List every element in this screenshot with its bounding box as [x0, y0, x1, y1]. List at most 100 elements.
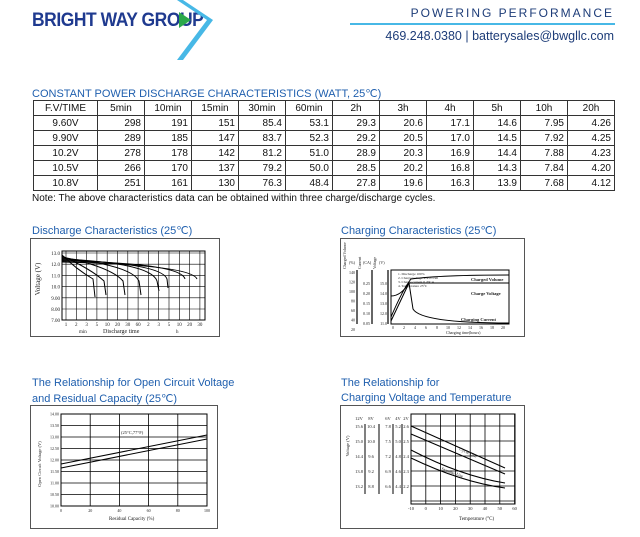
y-axis-label: Voltage (V) — [345, 435, 350, 457]
pct-tick: 60 — [351, 308, 355, 313]
voltage-tick: 5.0 — [395, 439, 401, 444]
chart-note: 3. Charge current 0.20CA — [398, 280, 435, 284]
table-cell: 7.68 — [520, 175, 568, 191]
contact-info: 469.248.0380 | batterysales@bwgllc.com — [385, 29, 614, 43]
x-tick: 12 — [457, 325, 461, 330]
x-tick: 18 — [490, 325, 494, 330]
table-note: Note: The above characteristics data can… — [32, 193, 436, 204]
table-cell: 14.6 — [473, 115, 521, 131]
voltage-tick: 14.4 — [355, 454, 364, 459]
x-tick: 60 — [136, 323, 142, 328]
y-tick: 11.0 — [51, 274, 60, 279]
charging-chart: Charged Volume Current Voltage (%) (CA) … — [340, 238, 525, 337]
y-tick: 9.00 — [51, 297, 60, 302]
x-tick: 30 — [468, 506, 473, 511]
table-cell: 10.8V — [33, 175, 98, 191]
ca-tick: 0.25 — [363, 281, 370, 286]
voltage-tick: 6.9 — [385, 469, 391, 474]
table-cell: 178 — [144, 145, 192, 161]
x-tick: 0 — [60, 508, 62, 513]
column-header: 3h — [379, 100, 427, 116]
series-label: Charged Volume — [471, 277, 503, 282]
table-cell: 14.3 — [473, 160, 521, 176]
table-cell: 20.5 — [379, 130, 427, 146]
voltage-tick: 15.6 — [355, 424, 364, 429]
ca-tick: 0.10 — [363, 311, 370, 316]
table-cell: 27.8 — [332, 175, 380, 191]
table-cell: 29.3 — [332, 115, 380, 131]
x-tick: 0 — [392, 325, 394, 330]
table-cell: 10.2V — [33, 145, 98, 161]
x-tick: 16 — [479, 325, 483, 330]
x-tick: 3 — [157, 323, 160, 328]
ocv-chart-title-1: The Relationship for Open Circuit Voltag… — [32, 377, 235, 389]
tagline: POWERING PERFORMANCE — [410, 6, 614, 20]
table-cell: 161 — [144, 175, 192, 191]
table-cell: 9.90V — [33, 130, 98, 146]
voltage-tick: 13.2 — [355, 484, 363, 489]
y-tick: 14.00 — [50, 412, 59, 417]
y-tick: 13.00 — [50, 435, 59, 440]
voltage-tick: 2.2 — [403, 484, 409, 489]
y-tick: 8.00 — [51, 308, 60, 313]
x-tick: 20 — [453, 506, 458, 511]
voltage-tick: 9.2 — [368, 469, 374, 474]
logo-arrow-icon — [177, 0, 213, 60]
voltage-tick: 4.4 — [395, 484, 401, 489]
column-header: 2h — [332, 100, 380, 116]
table-cell: 16.3 — [426, 175, 474, 191]
company-logo: BRIGHT WAY GROUP — [32, 10, 204, 32]
table-cell: 130 — [191, 175, 239, 191]
table-cell: 4.12 — [567, 175, 615, 191]
table-cell: 79.2 — [238, 160, 286, 176]
v-tick: 14.0 — [380, 291, 387, 296]
table-cell: 289 — [97, 130, 145, 146]
y-axis-label: Open Circuit Voltage (V) — [37, 441, 42, 487]
table-title: CONSTANT POWER DISCHARGE CHARACTERISTICS… — [32, 88, 382, 100]
x-tick: 30 — [197, 323, 203, 328]
x-tick: 1 — [65, 323, 68, 328]
discharge-table: F.V/TIME 5min 10min 15min 30min 60min 2h 3h 4h 5h… — [33, 100, 615, 191]
x-axis-label: Discharge time — [103, 329, 140, 335]
column-header: 5min — [97, 100, 145, 116]
table-cell: 14.4 — [473, 145, 521, 161]
v-tick: 13.0 — [380, 301, 387, 306]
v-tick: 12.0 — [380, 311, 387, 316]
table-cell: 191 — [144, 115, 192, 131]
table-cell: 142 — [191, 145, 239, 161]
discharge-chart-title: Discharge Characteristics (25℃) — [32, 225, 193, 237]
x-tick: 5 — [96, 323, 99, 328]
pct-tick: 40 — [351, 318, 355, 323]
current-axis-label: Current — [357, 256, 362, 269]
column-header: 6V — [385, 416, 391, 421]
table-cell: 50.0 — [285, 160, 333, 176]
table-cell: 10.5V — [33, 160, 98, 176]
x-tick: 100 — [204, 508, 210, 513]
v-tick: 15.0 — [380, 281, 387, 286]
column-header: 15min — [191, 100, 239, 116]
voltage-tick: 6.6 — [385, 484, 391, 489]
table-cell: 4.25 — [567, 130, 615, 146]
x-tick: 2 — [403, 325, 405, 330]
x-tick: 10 — [438, 506, 443, 511]
table-cell: 170 — [144, 160, 192, 176]
x-tick: 50 — [498, 506, 503, 511]
table-row: 9.60V 298 191 151 85.4 53.1 29.3 20.6 17.1 14.6 7.… — [33, 115, 615, 131]
table-cell: 16.8 — [426, 160, 474, 176]
x-tick: 10 — [105, 323, 111, 328]
y-tick: 10.00 — [50, 504, 59, 509]
table-cell: 83.7 — [238, 130, 286, 146]
table-row: 10.5V 266 170 137 79.2 50.0 28.5 20.2 16.8 14.3 7.… — [33, 160, 615, 176]
table-cell: 298 — [97, 115, 145, 131]
temp-chart: Voltage (V) 12V 8V 6V 4V 2V 15.6 10.4 7.8 5.2 2.6… — [340, 405, 525, 529]
y-tick: 12.0 — [51, 263, 60, 268]
table-cell: 14.5 — [473, 130, 521, 146]
table-cell: 7.84 — [520, 160, 568, 176]
x-tick: 40 — [483, 506, 488, 511]
y-tick: 10.50 — [50, 492, 59, 497]
pct-tick: 20 — [351, 327, 355, 332]
x-tick: 20 — [187, 323, 193, 328]
column-header: 4h — [426, 100, 474, 116]
x-axis-label: Charging time(hours) — [446, 330, 481, 335]
y-tick: 7.00 — [51, 319, 60, 324]
